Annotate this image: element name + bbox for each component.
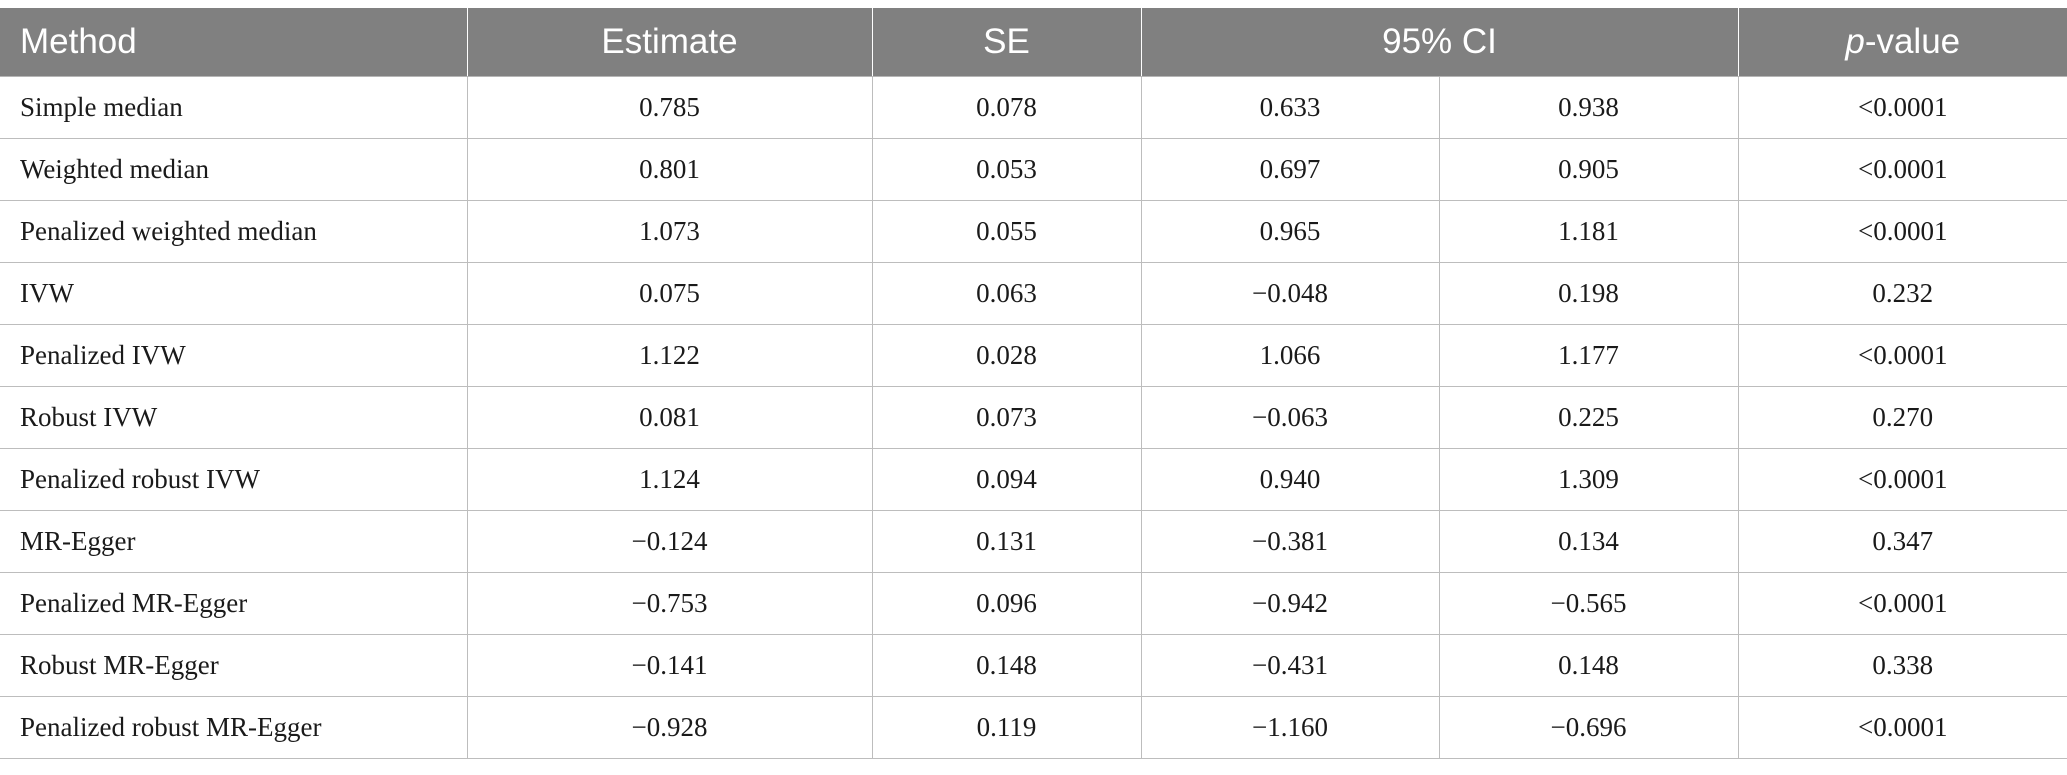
cell-ci-lower: 0.965 — [1141, 200, 1440, 263]
cell-ci-upper: 0.225 — [1439, 386, 1739, 449]
results-table: Method Estimate SE 95% CI p-value Simple… — [0, 8, 2067, 759]
cell-estimate: −0.124 — [467, 510, 873, 573]
cell-se: 0.055 — [872, 200, 1142, 263]
table-row: Robust IVW 0.081 0.073 −0.063 0.225 0.270 — [0, 386, 2067, 449]
cell-estimate: 0.785 — [467, 76, 873, 139]
table-body: Simple median 0.785 0.078 0.633 0.938 <0.0001… — [0, 76, 2067, 759]
table-row: Penalized robust IVW 1.124 0.094 0.940 1.309… — [0, 448, 2067, 511]
header-p-italic: p — [1845, 22, 1865, 61]
header-p-value: p-value — [1738, 8, 2067, 77]
cell-se: 0.078 — [872, 76, 1142, 139]
cell-p-value: 0.338 — [1738, 634, 2067, 697]
cell-se: 0.094 — [872, 448, 1142, 511]
cell-se: 0.119 — [872, 696, 1142, 759]
cell-p-value: <0.0001 — [1738, 324, 2067, 387]
cell-ci-lower: 1.066 — [1141, 324, 1440, 387]
cell-method: Weighted median — [0, 138, 468, 201]
header-method: Method — [0, 8, 468, 77]
cell-method: Penalized weighted median — [0, 200, 468, 263]
cell-ci-lower: 0.633 — [1141, 76, 1440, 139]
cell-ci-lower: −1.160 — [1141, 696, 1440, 759]
cell-ci-lower: −0.381 — [1141, 510, 1440, 573]
cell-p-value: <0.0001 — [1738, 696, 2067, 759]
cell-ci-lower: −0.431 — [1141, 634, 1440, 697]
cell-estimate: 0.801 — [467, 138, 873, 201]
cell-estimate: −0.928 — [467, 696, 873, 759]
cell-se: 0.148 — [872, 634, 1142, 697]
header-95-ci: 95% CI — [1141, 8, 1739, 77]
cell-estimate: 0.081 — [467, 386, 873, 449]
table-header: Method Estimate SE 95% CI p-value — [0, 8, 2067, 77]
cell-ci-lower: 0.697 — [1141, 138, 1440, 201]
header-row: Method Estimate SE 95% CI p-value — [0, 8, 2067, 77]
cell-se: 0.073 — [872, 386, 1142, 449]
table-row: Weighted median 0.801 0.053 0.697 0.905 <0.00… — [0, 138, 2067, 201]
cell-p-value: 0.232 — [1738, 262, 2067, 325]
cell-ci-lower: −0.048 — [1141, 262, 1440, 325]
cell-estimate: 1.124 — [467, 448, 873, 511]
cell-ci-lower: 0.940 — [1141, 448, 1440, 511]
table-row: Penalized weighted median 1.073 0.055 0.965… — [0, 200, 2067, 263]
cell-p-value: <0.0001 — [1738, 76, 2067, 139]
cell-estimate: −0.141 — [467, 634, 873, 697]
cell-ci-upper: 0.905 — [1439, 138, 1739, 201]
cell-ci-upper: 0.134 — [1439, 510, 1739, 573]
table-row: Penalized robust MR-Egger −0.928 0.119 −1.1… — [0, 696, 2067, 759]
results-table-container: Method Estimate SE 95% CI p-value Simple… — [0, 8, 2067, 759]
cell-method: MR-Egger — [0, 510, 468, 573]
cell-method: IVW — [0, 262, 468, 325]
header-p-suffix: -value — [1864, 22, 1961, 61]
cell-se: 0.131 — [872, 510, 1142, 573]
cell-p-value: <0.0001 — [1738, 448, 2067, 511]
table-row: MR-Egger −0.124 0.131 −0.381 0.134 0.347 — [0, 510, 2067, 573]
cell-ci-lower: −0.063 — [1141, 386, 1440, 449]
cell-se: 0.096 — [872, 572, 1142, 635]
cell-ci-upper: 1.309 — [1439, 448, 1739, 511]
cell-ci-upper: 1.181 — [1439, 200, 1739, 263]
cell-estimate: 0.075 — [467, 262, 873, 325]
cell-method: Penalized robust IVW — [0, 448, 468, 511]
cell-p-value: 0.270 — [1738, 386, 2067, 449]
cell-ci-lower: −0.942 — [1141, 572, 1440, 635]
cell-ci-upper: 0.148 — [1439, 634, 1739, 697]
table-row: Robust MR-Egger −0.141 0.148 −0.431 0.148 0.3… — [0, 634, 2067, 697]
cell-method: Simple median — [0, 76, 468, 139]
cell-p-value: <0.0001 — [1738, 572, 2067, 635]
cell-se: 0.053 — [872, 138, 1142, 201]
table-row: Simple median 0.785 0.078 0.633 0.938 <0.0001 — [0, 76, 2067, 139]
cell-method: Penalized IVW — [0, 324, 468, 387]
table-row: Penalized MR-Egger −0.753 0.096 −0.942 −0.56… — [0, 572, 2067, 635]
cell-p-value: <0.0001 — [1738, 200, 2067, 263]
table-row: IVW 0.075 0.063 −0.048 0.198 0.232 — [0, 262, 2067, 325]
cell-estimate: −0.753 — [467, 572, 873, 635]
table-row: Penalized IVW 1.122 0.028 1.066 1.177 <0.0001 — [0, 324, 2067, 387]
cell-method: Penalized robust MR-Egger — [0, 696, 468, 759]
cell-se: 0.028 — [872, 324, 1142, 387]
cell-method: Penalized MR-Egger — [0, 572, 468, 635]
cell-ci-upper: 1.177 — [1439, 324, 1739, 387]
cell-method: Robust MR-Egger — [0, 634, 468, 697]
cell-ci-upper: 0.198 — [1439, 262, 1739, 325]
cell-estimate: 1.073 — [467, 200, 873, 263]
cell-se: 0.063 — [872, 262, 1142, 325]
cell-p-value: 0.347 — [1738, 510, 2067, 573]
cell-ci-upper: −0.565 — [1439, 572, 1739, 635]
cell-estimate: 1.122 — [467, 324, 873, 387]
cell-p-value: <0.0001 — [1738, 138, 2067, 201]
header-estimate: Estimate — [467, 8, 873, 77]
cell-ci-upper: −0.696 — [1439, 696, 1739, 759]
cell-method: Robust IVW — [0, 386, 468, 449]
header-se: SE — [872, 8, 1142, 77]
cell-ci-upper: 0.938 — [1439, 76, 1739, 139]
